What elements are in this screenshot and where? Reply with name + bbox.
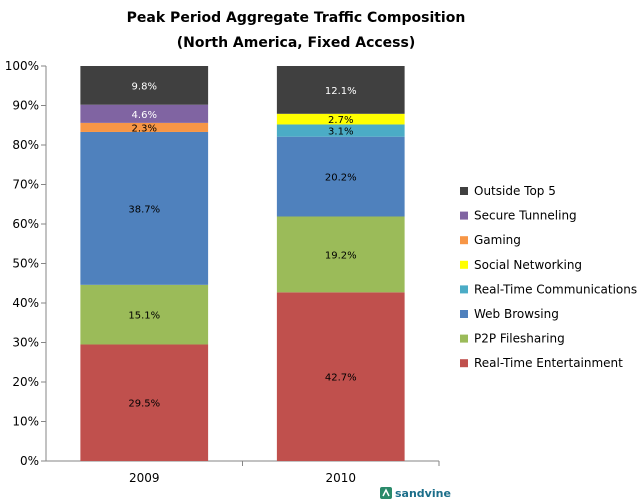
y-tick-label: 80% — [12, 138, 39, 152]
legend-swatch — [460, 260, 468, 269]
data-label: 4.6% — [132, 110, 157, 121]
sandvine-logo-mark — [382, 488, 390, 497]
legend-entry: Real-Time Entertainment — [474, 356, 623, 370]
y-tick-label: 0% — [20, 454, 39, 468]
y-axis: 0% 10% 20% 30% 40% 50% 60% 70% 80% 90% 100% — [5, 59, 439, 468]
bars: 29.5% 15.1% 38.7% 2.3% 4.6% 9.8% 42.7% 19.2% 20.… — [80, 66, 405, 461]
legend-swatch — [460, 359, 468, 368]
y-tick-label: 100% — [5, 59, 39, 73]
data-label: 42.7% — [325, 373, 357, 384]
legend-entry: Web Browsing — [474, 307, 559, 321]
y-tick-label: 10% — [12, 415, 39, 429]
legend-entry: Gaming — [474, 233, 521, 247]
legend-swatch — [460, 236, 468, 245]
legend-entry: Real-Time Communications — [474, 282, 637, 296]
data-label: 20.2% — [325, 173, 357, 184]
data-label: 2.7% — [328, 115, 353, 126]
x-axis: 2009 2010 — [129, 461, 440, 485]
bar-segment — [276, 124, 405, 137]
legend-swatch — [460, 310, 468, 318]
x-category-label: 2010 — [325, 471, 356, 485]
bar-segment — [80, 122, 209, 132]
bar-segment — [276, 216, 405, 293]
sandvine-logo: sandvine — [380, 487, 451, 500]
bar-segment — [80, 284, 209, 345]
y-tick-label: 20% — [12, 375, 39, 389]
y-tick-label: 30% — [12, 336, 39, 350]
y-tick-label: 90% — [12, 99, 39, 113]
bar-segment — [80, 66, 209, 105]
legend-entry: P2P Filesharing — [474, 332, 565, 346]
sandvine-brand-text: sandvine — [395, 487, 451, 500]
y-tick-label: 60% — [12, 217, 39, 231]
data-label: 12.1% — [325, 86, 357, 97]
data-label: 38.7% — [128, 204, 160, 215]
legend-swatch — [460, 334, 468, 343]
legend-swatch — [460, 211, 468, 220]
y-tick-label: 70% — [12, 178, 39, 192]
data-label: 9.8% — [132, 81, 157, 92]
data-label: 29.5% — [128, 399, 160, 410]
bar-segment — [80, 104, 209, 123]
data-label: 19.2% — [325, 250, 357, 261]
bar-segment — [276, 136, 405, 217]
x-category-label: 2009 — [129, 471, 160, 485]
bar-segment — [80, 131, 209, 285]
legend-swatch — [460, 285, 468, 294]
data-label: 15.1% — [128, 311, 160, 322]
data-label: 2.3% — [132, 123, 157, 134]
legend-entry: Outside Top 5 — [474, 184, 556, 198]
bar-segment — [80, 344, 209, 461]
data-label: 3.1% — [328, 127, 353, 138]
y-tick-label: 50% — [12, 257, 39, 271]
chart-subtitle: (North America, Fixed Access) — [177, 35, 416, 51]
legend: Outside Top 5 Secure Tunneling Gaming Socia… — [460, 184, 637, 370]
legend-swatch — [460, 187, 468, 195]
legend-entry: Social Networking — [474, 258, 582, 272]
bar-segment — [276, 66, 405, 114]
bar-segment — [276, 113, 405, 125]
y-tick-label: 40% — [12, 296, 39, 310]
chart-title: Peak Period Aggregate Traffic Compositio… — [127, 10, 466, 26]
bar-segment — [276, 292, 405, 461]
legend-entry: Secure Tunneling — [474, 209, 577, 223]
